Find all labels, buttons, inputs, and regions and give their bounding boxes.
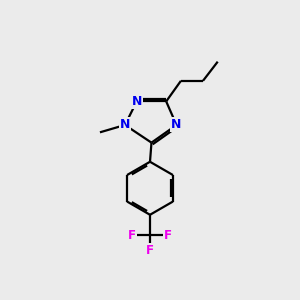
Text: F: F bbox=[146, 244, 154, 257]
Text: N: N bbox=[171, 118, 182, 131]
Text: F: F bbox=[164, 229, 172, 242]
Text: F: F bbox=[128, 229, 136, 242]
Text: N: N bbox=[120, 118, 130, 131]
Text: N: N bbox=[132, 95, 142, 108]
